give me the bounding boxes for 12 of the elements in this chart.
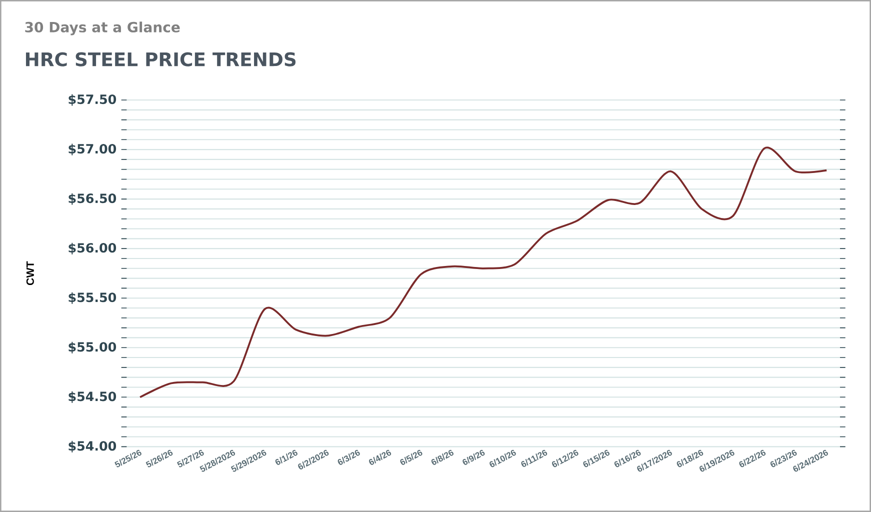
y-tick-label: $57.50 [68,94,116,106]
y-tick-label: $55.50 [68,292,116,304]
chart-title: HRC STEEL PRICE TRENDS [26,52,296,66]
y-tick-label: $55.00 [68,342,116,354]
y-tick-label: $56.00 [68,242,116,254]
y-tick-label: $54.50 [68,391,116,403]
y-tick-label: $54.00 [68,440,116,452]
chart-subtitle: 30 Days at a Glance [25,22,180,36]
y-tick-label: $56.50 [68,193,116,205]
y-axis-title: CWT [26,261,34,286]
y-tick-label: $57.00 [68,144,116,156]
line-series [139,148,828,398]
